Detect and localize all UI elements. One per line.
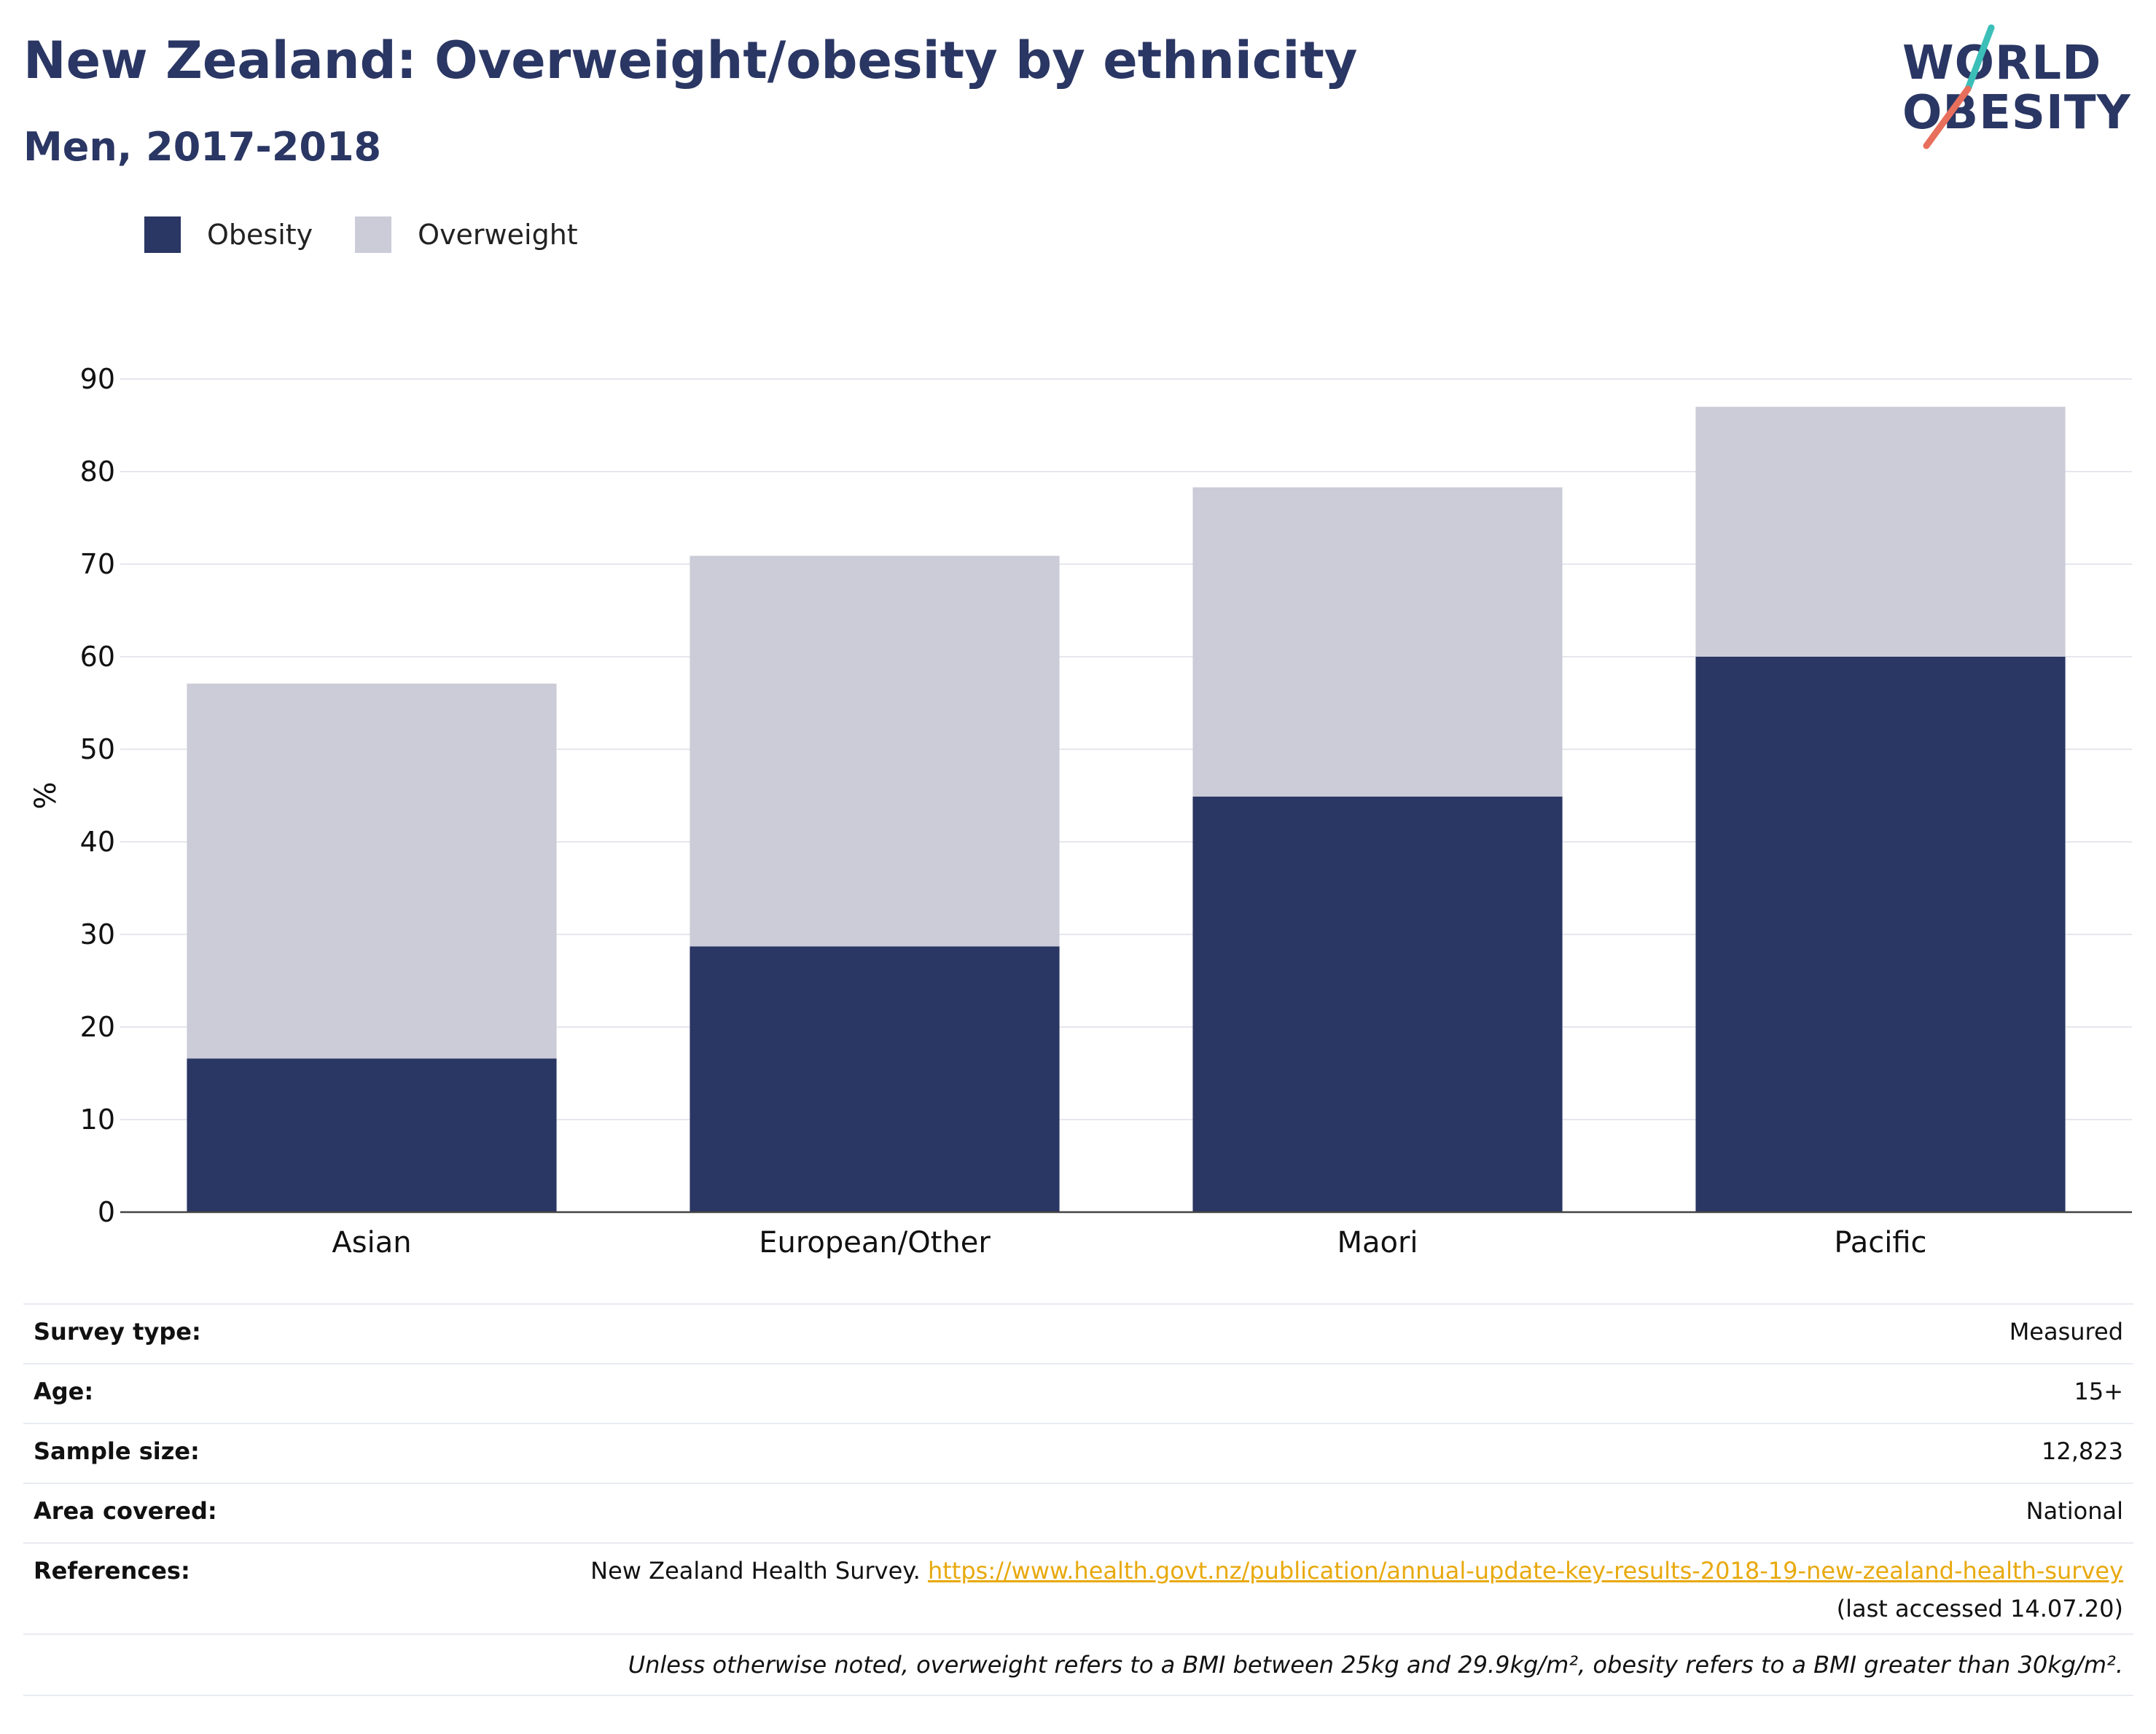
y-tick-label: 90 [80, 363, 115, 395]
age-label: Age: [34, 1378, 94, 1405]
detail-row-area: Area covered: National [23, 1483, 2133, 1542]
y-tick-label: 50 [80, 733, 115, 765]
references-link[interactable]: https://www.health.govt.nz/publication/a… [927, 1557, 2123, 1585]
survey-type-label: Survey type: [34, 1318, 201, 1346]
bar-obesity-european-other[interactable] [690, 946, 1060, 1212]
detail-row-age: Age: 15+ [23, 1363, 2133, 1423]
world-obesity-logo: WORLD OBESITY [1902, 22, 2150, 157]
page-subtitle: Men, 2017-2018 [23, 124, 382, 170]
sample-size-value: 12,823 [2042, 1437, 2123, 1465]
y-tick-label: 80 [80, 456, 115, 488]
x-tick-label: Asian [332, 1226, 411, 1260]
y-tick-label: 40 [80, 826, 115, 858]
bar-chart: 0 10 20 30 40 50 60 70 80 90% Asian European/Other M… [29, 363, 2132, 1260]
legend-label-overweight: Overweight [418, 219, 578, 251]
age-value: 15+ [2074, 1378, 2123, 1405]
references-value: New Zealand Health Survey. https://www.h… [590, 1557, 2123, 1585]
y-tick-label: 70 [80, 548, 115, 580]
area-label: Area covered: [34, 1497, 217, 1525]
chart-legend: Obesity Overweight [144, 213, 620, 257]
bar-overweight-pacific[interactable] [1695, 407, 2066, 657]
y-axis-label: % [29, 781, 63, 809]
area-value: National [2026, 1497, 2123, 1525]
logo-slash-icon [1923, 24, 1995, 149]
y-tick-label: 60 [80, 641, 115, 673]
page-title: New Zealand: Overweight/obesity by ethni… [23, 31, 1358, 90]
y-tick-label: 20 [80, 1011, 115, 1043]
legend-label-obesity: Obesity [207, 219, 313, 251]
survey-type-value: Measured [2009, 1318, 2123, 1346]
detail-row-survey-type: Survey type: Measured [23, 1303, 2133, 1363]
survey-details-table: Survey type: Measured Age: 15+ Sample si… [23, 1303, 2133, 1696]
references-accessed: (last accessed 14.07.20) [1836, 1595, 2123, 1622]
references-label: References: [34, 1557, 190, 1585]
legend-swatch-obesity [144, 216, 181, 253]
legend-item-overweight[interactable]: Overweight [355, 216, 578, 253]
detail-row-sample-size: Sample size: 12,823 [23, 1423, 2133, 1483]
y-tick-label: 10 [80, 1104, 115, 1136]
x-tick-label: Maori [1337, 1226, 1418, 1260]
bmi-definition-note: Unless otherwise noted, overweight refer… [628, 1651, 2123, 1679]
bar-overweight-european-other[interactable] [690, 555, 1060, 947]
legend-item-obesity[interactable]: Obesity [144, 216, 313, 253]
references-text: New Zealand Health Survey. [590, 1557, 928, 1585]
bar-obesity-asian[interactable] [187, 1058, 557, 1212]
bar-obesity-maori[interactable] [1192, 796, 1563, 1212]
x-tick-label: Pacific [1834, 1226, 1926, 1260]
bar-overweight-asian[interactable] [187, 683, 557, 1059]
x-tick-label: European/Other [759, 1226, 991, 1260]
bar-obesity-pacific[interactable] [1695, 657, 2066, 1212]
sample-size-label: Sample size: [34, 1437, 200, 1465]
detail-row-note: Unless otherwise noted, overweight refer… [23, 1633, 2133, 1696]
y-tick-label: 30 [80, 918, 115, 950]
legend-swatch-overweight [355, 216, 392, 253]
detail-row-references: References: New Zealand Health Survey. h… [23, 1542, 2133, 1633]
logo-line-1: WORLD [1902, 36, 2102, 90]
bar-overweight-maori[interactable] [1192, 487, 1563, 797]
y-tick-label: 0 [98, 1196, 115, 1228]
